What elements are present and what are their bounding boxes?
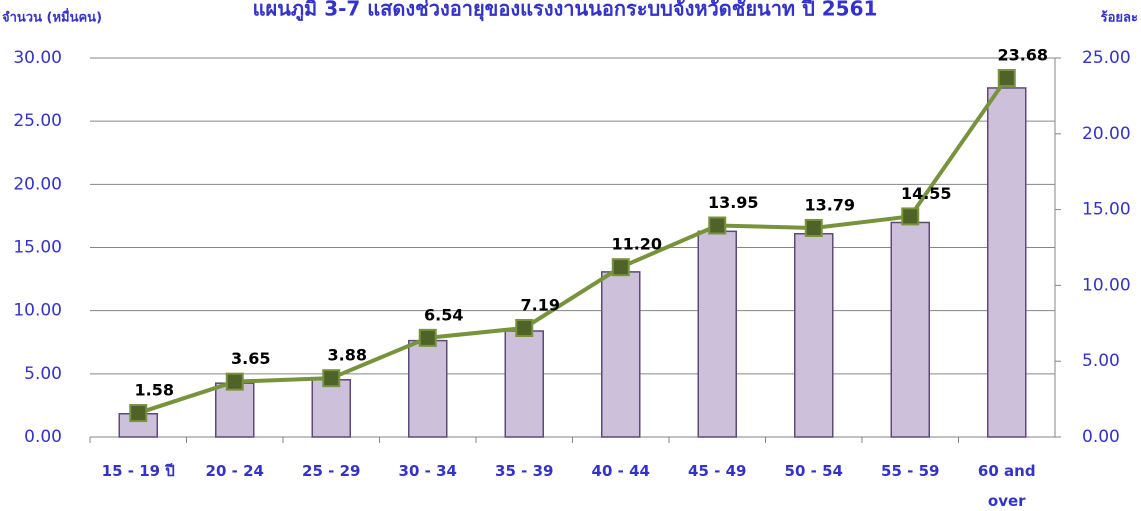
bar: [890, 221, 930, 438]
bar: [601, 271, 641, 438]
marker: [997, 69, 1016, 88]
x-tick-label: 25 - 29: [302, 462, 361, 480]
x-tick-label: 60 and over: [977, 462, 1036, 510]
x-tick-label: 45 - 49: [688, 462, 747, 480]
marker: [418, 328, 437, 347]
marker: [225, 372, 244, 391]
marker: [129, 404, 148, 423]
y2-axis-label: ร้อยละ: [1101, 10, 1138, 26]
data-label: 7.19: [521, 295, 560, 314]
y-tick-label: 15.00: [13, 238, 62, 258]
data-label: 3.88: [328, 346, 367, 365]
y-tick-label: 25.00: [13, 111, 62, 131]
bar: [987, 87, 1027, 438]
y2-tick-label: 10.00: [1082, 275, 1131, 295]
line: [137, 76, 1009, 415]
y2-tick-label: 0.00: [1082, 427, 1120, 447]
data-label: 13.79: [804, 195, 855, 214]
y-tick-label: 0.00: [24, 427, 62, 447]
x-tick-label: 50 - 54: [784, 462, 843, 480]
marker: [901, 207, 920, 226]
y-tick-label: 10.00: [13, 301, 62, 321]
data-label: 1.58: [135, 381, 174, 400]
x-tick-label: 30 - 34: [398, 462, 457, 480]
marker: [708, 216, 727, 235]
data-label: 13.95: [708, 193, 759, 212]
data-label: 3.65: [231, 349, 270, 368]
x-tick-label: 15 - 19 ปี: [101, 462, 175, 480]
bar: [697, 230, 737, 438]
x-tick-label: 55 - 59: [881, 462, 940, 480]
bar: [504, 330, 544, 438]
y-tick-label: 20.00: [13, 174, 62, 194]
bar: [311, 379, 351, 438]
marker: [804, 218, 823, 237]
y-axis-label: จำนวน (หมื่นคน): [2, 8, 102, 26]
chart-title: แผนภูมิ 3-7 แสดงช่วงอายุของแรงงานนอกระบบ…: [253, 0, 878, 23]
x-tick-label: 35 - 39: [495, 462, 554, 480]
data-label: 11.20: [611, 235, 662, 254]
bar: [794, 232, 834, 438]
data-label: 14.55: [901, 184, 952, 203]
marker: [322, 369, 341, 388]
x-tick-label: 20 - 24: [205, 462, 264, 480]
data-label: 23.68: [997, 46, 1048, 65]
y-tick-label: 5.00: [24, 364, 62, 384]
data-label: 6.54: [424, 305, 463, 324]
bar: [215, 382, 255, 438]
y-tick-label: 30.00: [13, 48, 62, 68]
marker: [515, 318, 534, 337]
bar: [408, 339, 448, 438]
y2-tick-label: 15.00: [1082, 200, 1131, 220]
marker: [611, 258, 630, 277]
y2-tick-label: 25.00: [1082, 48, 1131, 68]
x-tick-label: 40 - 44: [591, 462, 650, 480]
y2-tick-label: 5.00: [1082, 351, 1120, 371]
y2-tick-label: 20.00: [1082, 124, 1131, 144]
